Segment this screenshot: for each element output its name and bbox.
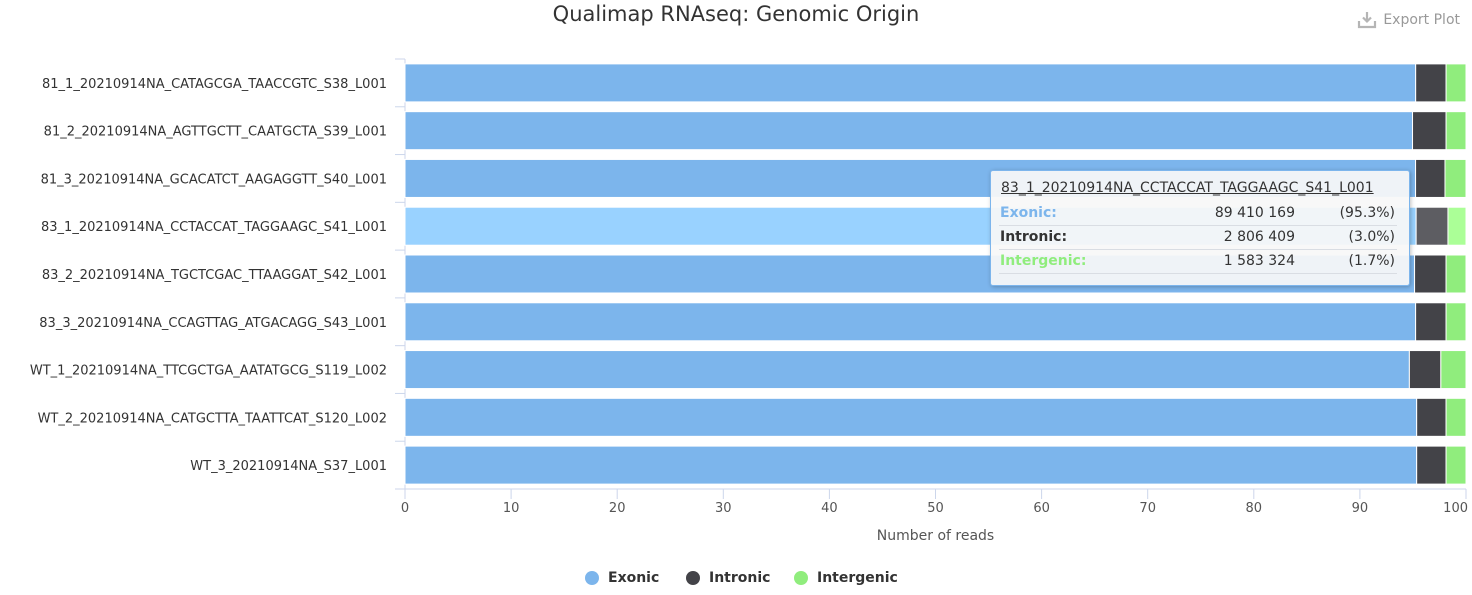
x-tick-label: 30 bbox=[715, 501, 732, 516]
tooltip-percent: (3.0%) bbox=[1348, 229, 1396, 245]
export-plot-button[interactable]: Export Plot bbox=[1357, 11, 1460, 29]
chart-title: Qualimap RNAseq: Genomic Origin bbox=[552, 2, 920, 26]
x-axis-label: Number of reads bbox=[877, 528, 994, 544]
bar-intergenic bbox=[1440, 350, 1467, 390]
y-tick-label: WT_2_20210914NA_CATGCTTA_TAATTCAT_S120_L… bbox=[38, 411, 387, 426]
x-tick-label: 50 bbox=[927, 501, 944, 516]
y-tick-label: 81_1_20210914NA_CATAGCGA_TAACCGTC_S38_L0… bbox=[42, 77, 387, 92]
legend-item-intergenic[interactable]: Intergenic bbox=[794, 570, 898, 586]
tooltip-name: Exonic: bbox=[1000, 205, 1057, 221]
bar-intergenic bbox=[1445, 397, 1467, 437]
y-tick-label: WT_1_20210914NA_TTCGCTGA_AATATGCG_S119_L… bbox=[30, 364, 387, 379]
bar-exonic bbox=[404, 445, 1418, 485]
bar-intronic bbox=[1414, 254, 1447, 294]
tooltip-row-exonic: Exonic: 89 410 169 (95.3%) bbox=[999, 202, 1397, 226]
bar-intronic bbox=[1412, 111, 1447, 151]
tooltip-percent: (95.3%) bbox=[1339, 205, 1395, 221]
legend-marker bbox=[794, 571, 808, 585]
bar-intergenic bbox=[1445, 111, 1467, 151]
bar-intronic bbox=[1408, 350, 1442, 390]
hover-tooltip: 83_1_20210914NA_CCTACCAT_TAGGAAGC_S41_L0… bbox=[990, 170, 1410, 286]
y-tick-label: 83_1_20210914NA_CCTACCAT_TAGGAAGC_S41_L0… bbox=[41, 220, 387, 235]
x-tick-label: 40 bbox=[821, 501, 838, 516]
bar-intergenic bbox=[1445, 63, 1467, 103]
tooltip-value: 1 583 324 bbox=[1223, 253, 1295, 269]
tooltip-title: 83_1_20210914NA_CCTACCAT_TAGGAAGC_S41_L0… bbox=[1001, 180, 1374, 196]
x-tick-label: 20 bbox=[609, 501, 626, 516]
export-plot-label: Export Plot bbox=[1383, 12, 1460, 28]
bar-intronic bbox=[1415, 206, 1449, 246]
x-tick-label: 60 bbox=[1033, 501, 1050, 516]
bar-intronic bbox=[1416, 397, 1447, 437]
y-tick-label: 83_2_20210914NA_TGCTCGAC_TTAAGGAT_S42_L0… bbox=[42, 268, 387, 283]
download-icon bbox=[1357, 11, 1377, 29]
tooltip-name: Intergenic: bbox=[1000, 253, 1087, 269]
bar-intronic bbox=[1415, 158, 1446, 198]
bar-intronic bbox=[1416, 445, 1447, 485]
x-tick-label: 70 bbox=[1139, 501, 1156, 516]
x-tick-label: 0 bbox=[401, 501, 409, 516]
legend-item-exonic[interactable]: Exonic bbox=[585, 570, 659, 586]
legend-label: Exonic bbox=[608, 570, 660, 586]
y-tick-label: 81_2_20210914NA_AGTTGCTT_CAATGCTA_S39_L0… bbox=[44, 125, 387, 140]
legend-marker bbox=[585, 571, 599, 585]
tooltip-value: 2 806 409 bbox=[1223, 229, 1295, 245]
legend-marker bbox=[686, 571, 700, 585]
bar-intergenic bbox=[1444, 158, 1467, 198]
legend-item-intronic[interactable]: Intronic bbox=[686, 570, 770, 586]
bar-exonic bbox=[404, 111, 1414, 151]
x-tick-label: 10 bbox=[503, 501, 520, 516]
x-tick-label: 80 bbox=[1246, 501, 1263, 516]
bar-intergenic bbox=[1445, 302, 1467, 342]
bar-intergenic bbox=[1445, 254, 1467, 294]
bar-intronic bbox=[1415, 63, 1447, 103]
y-tick-label: 81_3_20210914NA_GCACATCT_AAGAGGTT_S40_L0… bbox=[41, 172, 387, 187]
bar-intergenic bbox=[1445, 445, 1467, 485]
x-tick-label: 100 bbox=[1443, 501, 1468, 516]
tooltip-value: 89 410 169 bbox=[1214, 205, 1295, 221]
tooltip-row-intronic: Intronic: 2 806 409 (3.0%) bbox=[999, 226, 1397, 250]
bar-exonic bbox=[404, 397, 1418, 437]
bar-intergenic bbox=[1447, 206, 1467, 246]
y-tick-label: 83_3_20210914NA_CCAGTTAG_ATGACAGG_S43_L0… bbox=[39, 316, 387, 331]
bar-exonic bbox=[404, 302, 1417, 342]
bar-exonic bbox=[404, 350, 1410, 390]
chart-legend: Exonic Intronic Intergenic bbox=[0, 570, 1472, 592]
y-tick-label: WT_3_20210914NA_S37_L001 bbox=[190, 459, 387, 474]
bar-intronic bbox=[1415, 302, 1447, 342]
x-tick-label: 90 bbox=[1352, 501, 1369, 516]
legend-label: Intergenic bbox=[817, 570, 898, 586]
tooltip-percent: (1.7%) bbox=[1348, 253, 1396, 269]
tooltip-name: Intronic: bbox=[1000, 229, 1068, 245]
tooltip-row-intergenic: Intergenic: 1 583 324 (1.7%) bbox=[999, 250, 1397, 274]
bar-exonic bbox=[404, 63, 1417, 103]
legend-label: Intronic bbox=[709, 570, 771, 586]
